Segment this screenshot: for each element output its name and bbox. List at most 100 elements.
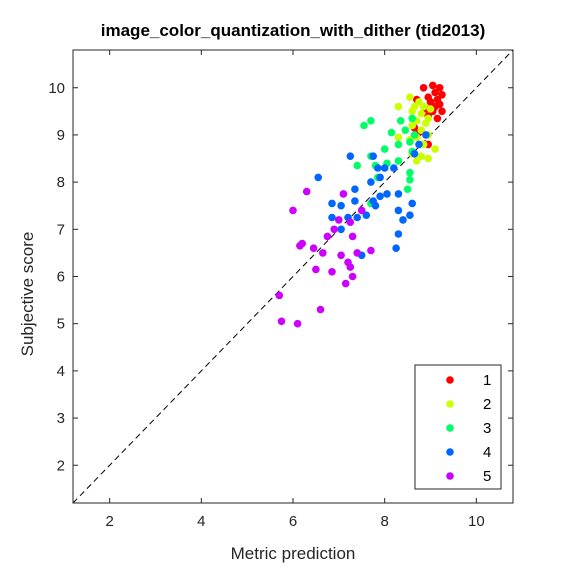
reference-line: [72, 49, 514, 504]
point-series-2-6: [426, 105, 435, 113]
point-series-2-15: [394, 133, 403, 142]
point-series-2-21: [424, 154, 433, 163]
legend-marker-4: [446, 448, 454, 456]
point-series-2-5: [408, 107, 417, 116]
y-tick-label: 10: [48, 80, 65, 97]
legend-marker-2: [446, 400, 454, 408]
point-series-4-4: [369, 152, 378, 160]
point-series-3-6: [410, 131, 419, 139]
point-series-4-6: [374, 164, 382, 172]
point-series-5-10: [296, 242, 304, 250]
point-series-4-28: [337, 225, 345, 234]
point-series-5-22: [275, 291, 284, 300]
point-series-2-4: [419, 102, 428, 111]
point-series-4-8: [314, 173, 323, 182]
point-series-4-3: [346, 152, 355, 160]
legend-label-2: 2: [483, 396, 491, 413]
point-series-5-20: [348, 272, 357, 281]
point-series-4-5: [380, 164, 389, 172]
point-series-3-7: [406, 138, 414, 146]
point-series-4-16: [371, 201, 380, 210]
point-series-3-0: [360, 121, 368, 130]
point-series-4-0: [415, 140, 423, 149]
point-series-5-25: [293, 319, 302, 328]
point-series-5-4: [335, 216, 343, 224]
point-series-3-14: [353, 161, 362, 170]
legend: 1 2 3 4 5: [414, 364, 502, 490]
y-tick-label: 7: [57, 221, 65, 238]
y-tick-label: 4: [57, 363, 65, 380]
point-series-5-6: [330, 225, 339, 234]
legend-label-4: 4: [483, 444, 491, 461]
legend-marker-3: [446, 424, 454, 432]
point-series-2-11: [408, 121, 417, 130]
y-axis-label: Subjective score: [18, 232, 37, 357]
point-series-5-14: [353, 249, 362, 257]
point-series-4-18: [408, 199, 417, 208]
point-series-3-2: [396, 117, 405, 125]
point-series-4-30: [392, 244, 400, 252]
point-series-5-13: [319, 249, 327, 257]
point-series-5-23: [316, 305, 325, 314]
y-axis-ticks: 2 3 4 5 6 7 8 9 10: [48, 80, 513, 474]
point-series-5-18: [312, 265, 320, 274]
point-series-3-3: [408, 114, 417, 123]
point-series-5-2: [289, 206, 297, 215]
point-series-2-0: [406, 93, 414, 101]
point-series-4-11: [351, 185, 359, 193]
point-series-4-23: [362, 211, 371, 219]
point-series-1-15: [433, 114, 442, 123]
point-series-2-3: [394, 102, 403, 111]
legend-marker-5: [446, 472, 454, 480]
point-series-5-0: [302, 187, 311, 196]
point-series-4-29: [394, 230, 403, 238]
point-series-4-9: [376, 173, 384, 182]
y-tick-label: 9: [57, 127, 65, 144]
point-series-4-19: [328, 199, 336, 208]
legend-label-1: 1: [483, 372, 491, 389]
legend-box: [414, 364, 502, 490]
point-series-1-0: [419, 84, 428, 92]
point-series-2-12: [417, 126, 426, 134]
point-series-2-7: [417, 109, 426, 118]
point-series-2-10: [422, 119, 430, 127]
point-series-4-12: [383, 190, 391, 198]
data-points: [275, 81, 446, 328]
point-series-3-1: [367, 117, 375, 125]
point-series-3-12: [394, 157, 403, 165]
point-series-4-27: [399, 216, 407, 224]
x-tick-label: 8: [380, 513, 388, 530]
point-series-1-8: [426, 98, 435, 106]
x-tick-label: 2: [105, 513, 113, 530]
y-tick-label: 5: [57, 316, 65, 333]
point-series-5-8: [348, 232, 357, 241]
point-series-1-4: [438, 91, 446, 99]
point-series-4-1: [422, 131, 430, 139]
chart-title: image_color_quantization_with_dither (ti…: [101, 21, 485, 40]
y-tick-label: 3: [57, 410, 65, 427]
point-series-1-2: [435, 84, 444, 92]
legend-label-5: 5: [483, 468, 491, 485]
point-series-4-22: [406, 211, 414, 219]
point-series-2-20: [417, 152, 426, 160]
y-tick-label: 8: [57, 174, 65, 191]
point-series-5-19: [328, 268, 336, 276]
point-series-1-12: [438, 107, 446, 116]
point-series-4-2: [410, 150, 419, 158]
point-series-2-1: [415, 98, 423, 106]
y-tick-label: 2: [57, 457, 65, 474]
point-series-4-13: [394, 190, 403, 198]
x-tick-label: 10: [468, 513, 485, 530]
point-series-5-3: [357, 206, 366, 215]
y-tick-label: 6: [57, 269, 65, 286]
point-series-3-18: [406, 176, 414, 184]
point-series-4-21: [394, 206, 403, 215]
point-series-3-8: [394, 140, 403, 149]
point-series-4-20: [337, 201, 345, 210]
point-series-3-19: [403, 185, 412, 193]
point-series-5-17: [346, 263, 355, 271]
point-series-1-1: [429, 81, 437, 90]
point-series-4-10: [367, 178, 375, 186]
point-series-4-26: [353, 213, 362, 222]
x-axis-label: Metric prediction: [231, 544, 356, 563]
